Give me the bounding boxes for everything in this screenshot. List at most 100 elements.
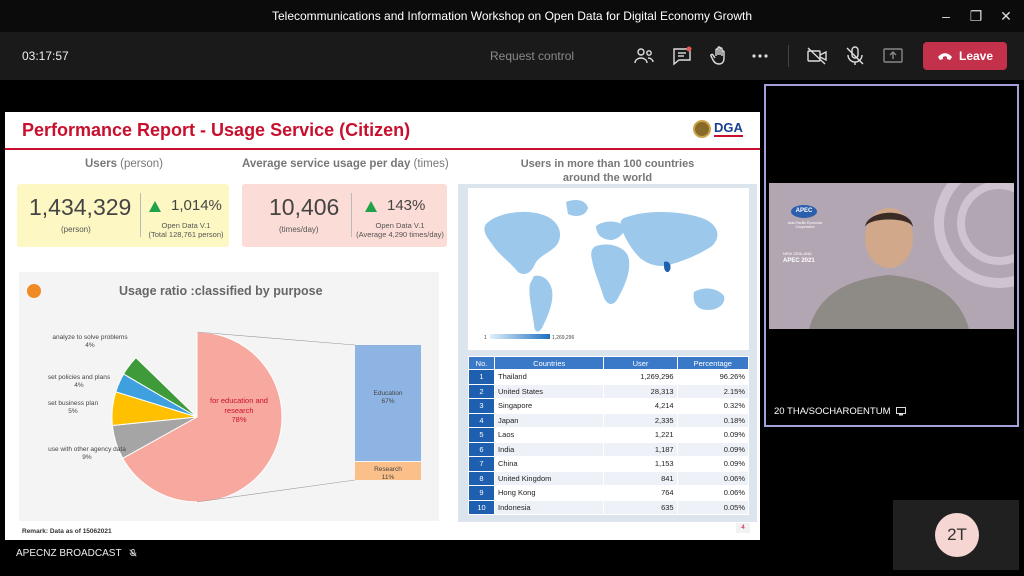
avg-usage-growth: 143% xyxy=(387,197,426,214)
users-note-2: (Total 128,761 person) xyxy=(148,230,224,239)
world-map-graphic: 1 1,269,296 xyxy=(484,200,725,341)
restore-button[interactable]: ❐ xyxy=(969,8,983,24)
dga-logo-text: DGA xyxy=(714,120,743,137)
cell-country: Hong Kong xyxy=(493,485,605,501)
label-policies-pct: 4% xyxy=(74,382,84,389)
request-control-button[interactable]: Request control xyxy=(490,49,575,63)
label-agency: use with other agency data 9% xyxy=(43,446,131,462)
person-hair xyxy=(865,212,913,227)
connector-line-bottom xyxy=(196,479,356,503)
leave-label: Leave xyxy=(958,49,994,63)
cell-user: 4,214 xyxy=(603,398,678,414)
users-unit: (person) xyxy=(61,225,91,234)
education-bar-segment xyxy=(355,345,421,461)
country-users-table: No. Countries User Percentage 1 Thailand 1… xyxy=(468,356,750,515)
cell-percentage: 0.06% xyxy=(676,485,750,501)
world-heading-line1: Users in more than 100 countries xyxy=(520,158,695,170)
meeting-timer: 03:17:57 xyxy=(22,49,69,63)
cell-percentage: 0.09% xyxy=(676,456,750,472)
table-row: 6 India 1,187 0.09% xyxy=(468,441,750,457)
background-pattern xyxy=(957,183,1014,265)
map-australia xyxy=(693,288,725,310)
label-agency-text: use with other agency data xyxy=(48,446,126,453)
cell-user: 1,153 xyxy=(603,456,678,472)
share-screen-icon[interactable] xyxy=(881,44,905,68)
presentation-slide: Performance Report - Usage Service (Citi… xyxy=(5,112,760,540)
participants-icon[interactable] xyxy=(632,44,656,68)
phone-hangup-icon xyxy=(937,53,952,60)
mic-off-icon[interactable] xyxy=(843,44,867,68)
cell-no: 3 xyxy=(468,398,495,414)
usage-ratio-panel: Usage ratio :classified by purpose analy… xyxy=(19,272,439,521)
avg-card-divider xyxy=(351,193,352,237)
label-education-research: for education and research 78% xyxy=(199,396,279,425)
apec-subtitle: Asia-Pacific Economic Cooperation xyxy=(787,221,823,229)
chat-icon[interactable] xyxy=(670,44,694,68)
cell-user: 764 xyxy=(603,485,678,501)
cell-country: Indonesia xyxy=(493,499,605,515)
slide-page-number: 4 xyxy=(736,523,750,533)
cell-no: 6 xyxy=(468,441,495,457)
bar-research-text: Research xyxy=(374,466,402,473)
raise-hand-icon[interactable] xyxy=(708,44,732,68)
participant-name-text: 20 THA/SOCHAROENTUM xyxy=(774,406,891,417)
avg-usage-value: 10,406 xyxy=(269,194,340,220)
label-analyze: analyze to solve problems 4% xyxy=(45,334,135,350)
cell-user: 2,335 xyxy=(603,412,678,428)
cell-no: 2 xyxy=(468,383,495,399)
cell-country: China xyxy=(493,456,605,472)
cell-percentage: 0.09% xyxy=(676,441,750,457)
cell-percentage: 0.32% xyxy=(676,398,750,414)
orange-bullet-icon xyxy=(27,284,41,298)
participant-name: 20 THA/SOCHAROENTUM xyxy=(774,406,907,417)
more-options-icon[interactable] xyxy=(748,44,772,68)
label-education-text2: research xyxy=(224,405,254,415)
table-row: 10 Indonesia 635 0.05% xyxy=(468,499,750,515)
map-south-america xyxy=(529,275,553,332)
cell-user: 1,221 xyxy=(603,427,678,443)
seal-icon xyxy=(693,120,711,138)
users-growth: 1,014% xyxy=(171,197,222,214)
cell-user: 1,187 xyxy=(603,441,678,457)
cell-user: 1,269,296 xyxy=(603,369,678,385)
bar-label-research: Research 11% xyxy=(355,466,421,482)
users-value: 1,434,329 xyxy=(29,194,132,220)
slide-title: Performance Report - Usage Service (Citi… xyxy=(22,120,411,140)
users-card-divider xyxy=(140,193,141,237)
cell-no: 7 xyxy=(468,456,495,472)
cell-no: 4 xyxy=(468,412,495,428)
col-header-no: No. xyxy=(468,356,495,370)
minimize-button[interactable]: – xyxy=(942,8,950,24)
map-legend-max: 1,269,296 xyxy=(552,335,574,341)
cell-percentage: 0.09% xyxy=(676,427,750,443)
label-business: set business plan 5% xyxy=(45,400,101,416)
cell-no: 9 xyxy=(468,485,495,501)
up-arrow-icon xyxy=(149,201,161,212)
avg-usage-unit: (times/day) xyxy=(279,225,319,234)
research-bar-segment xyxy=(355,462,421,480)
cell-user: 841 xyxy=(603,470,678,486)
label-agency-pct: 9% xyxy=(82,454,92,461)
avg-usage-heading: Average service usage per day (times) xyxy=(242,158,449,170)
map-greenland xyxy=(566,200,588,216)
cell-no: 5 xyxy=(468,427,495,443)
camera-off-icon[interactable] xyxy=(805,44,829,68)
presenter-bar xyxy=(0,542,760,566)
map-legend-scale xyxy=(490,334,550,339)
apec-logo: APEC xyxy=(791,205,817,218)
connector-line-top xyxy=(196,331,356,346)
cell-country: Laos xyxy=(493,427,605,443)
cell-user: 28,313 xyxy=(603,383,678,399)
leave-button[interactable]: Leave xyxy=(923,42,1007,70)
cell-no: 10 xyxy=(468,499,495,515)
world-users-heading: Users in more than 100 countries around … xyxy=(458,157,757,185)
screen-share-indicator-icon xyxy=(896,406,907,416)
data-remark: Remark: Data as of 15062021 xyxy=(22,528,112,535)
title-divider xyxy=(5,148,760,150)
close-window-button[interactable]: ✕ xyxy=(1000,8,1012,24)
usage-ratio-title: Usage ratio :classified by purpose xyxy=(119,284,323,298)
table-row: 8 United Kingdom 841 0.06% xyxy=(468,470,750,486)
bar-education-pct: 67% xyxy=(381,398,395,405)
cell-country: Singapore xyxy=(493,398,605,414)
participant-video-tile[interactable]: APEC Asia-Pacific Economic Cooperation N… xyxy=(764,84,1019,427)
